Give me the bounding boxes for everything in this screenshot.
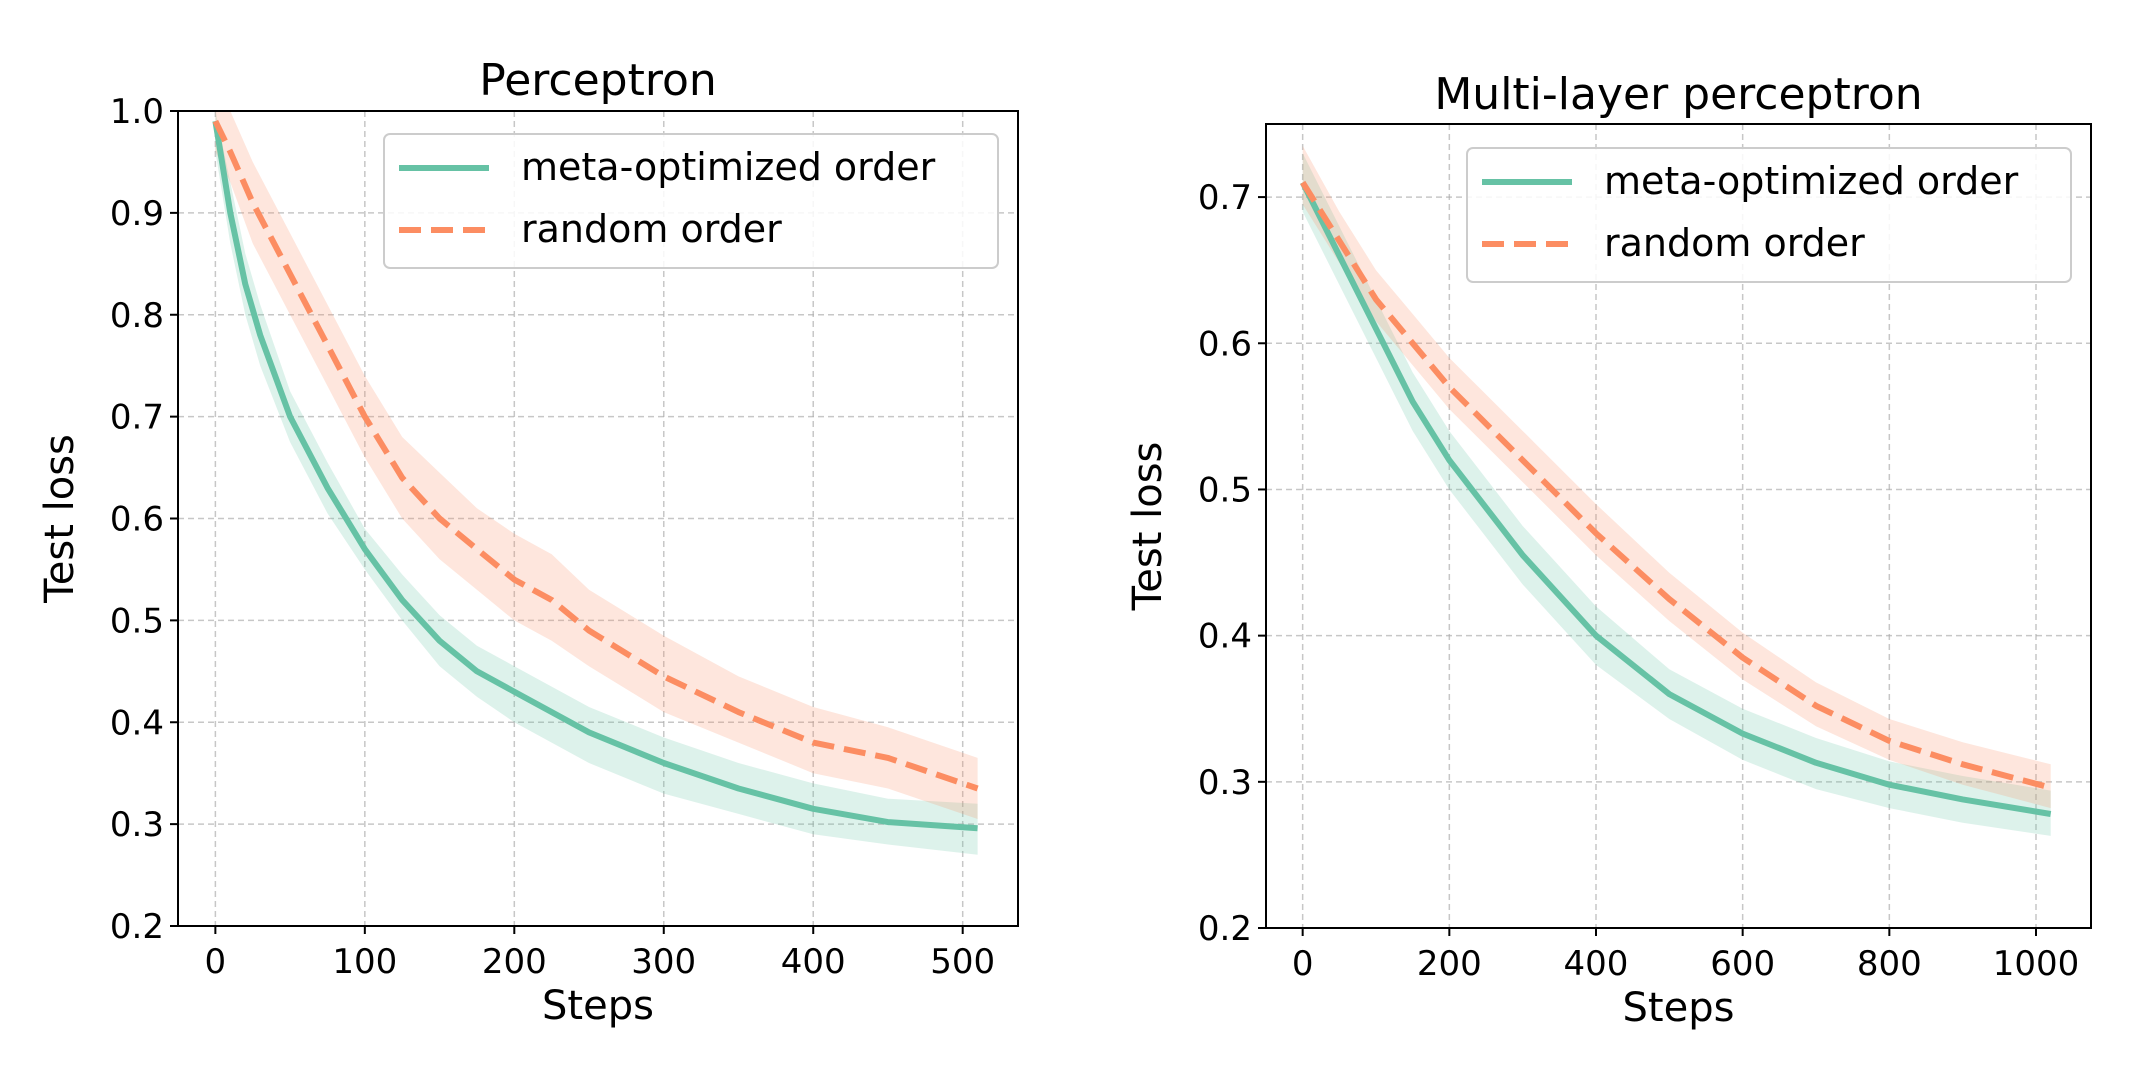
x-tick-label: 100 xyxy=(332,942,397,982)
y-tick-label: 0.3 xyxy=(1198,763,1252,803)
y-tick-label: 0.3 xyxy=(110,805,164,845)
y-tick-label: 0.4 xyxy=(1198,617,1252,657)
y-tick-label: 0.2 xyxy=(1198,909,1252,949)
chart-title: Perceptron xyxy=(479,55,717,106)
plot-area xyxy=(212,111,979,855)
x-tick-label: 300 xyxy=(631,942,696,982)
y-tick-label: 0.6 xyxy=(110,500,164,540)
y-tick-label: 0.9 xyxy=(110,194,164,234)
y-tick-label: 0.7 xyxy=(110,398,164,438)
legend-box xyxy=(1466,147,2072,283)
legend: meta-optimized order random order xyxy=(383,133,999,269)
x-tick-label: 400 xyxy=(781,942,846,982)
chart-panel-1: 0 200 400 600 800 1000 0.2 0.3 0.4 0.5 0.6 0.7 Multi… xyxy=(1125,69,2092,1031)
y-tick-label: 0.7 xyxy=(1198,178,1252,218)
legend-box xyxy=(383,133,999,269)
y-tick-label: 0.5 xyxy=(1198,470,1252,510)
y-tick-label: 0.2 xyxy=(110,907,164,947)
x-tick-label: 200 xyxy=(482,942,547,982)
legend: meta-optimized order random order xyxy=(1466,147,2072,283)
x-axis-label: Steps xyxy=(542,983,654,1029)
series-line-1 xyxy=(1300,180,2052,791)
x-tick-label: 400 xyxy=(1564,944,1629,984)
y-tick-label: 0.5 xyxy=(110,601,164,641)
y-tick-label: 0.6 xyxy=(1198,324,1252,364)
y-tick-label: 1.0 xyxy=(110,92,164,132)
series-line-1 xyxy=(212,119,979,792)
y-tick-label: 0.8 xyxy=(110,296,164,336)
legend-label-1: random order xyxy=(521,207,782,251)
legend-label-0: meta-optimized order xyxy=(1604,159,2019,203)
series-band-1 xyxy=(215,111,978,819)
plot-area xyxy=(1300,145,2052,836)
axes-frame xyxy=(1265,123,2092,929)
x-tick-label: 600 xyxy=(1710,944,1775,984)
x-tick-label: 0 xyxy=(205,942,227,982)
x-axis-label: Steps xyxy=(1623,985,1735,1031)
x-tick-label: 1000 xyxy=(1993,944,2080,984)
y-tick-label: 0.4 xyxy=(110,703,164,743)
x-tick-label: 0 xyxy=(1292,944,1314,984)
y-axis-label: Test loss xyxy=(1125,442,1171,612)
legend-label-0: meta-optimized order xyxy=(521,145,936,189)
x-tick-label: 500 xyxy=(930,942,995,982)
series-line-0 xyxy=(212,120,978,832)
series-line-0 xyxy=(1300,181,2052,817)
chart-title: Multi-layer perceptron xyxy=(1434,69,1922,120)
legend-label-1: random order xyxy=(1604,221,1865,265)
x-tick-label: 200 xyxy=(1417,944,1482,984)
y-axis-label: Test loss xyxy=(37,434,83,604)
x-tick-label: 800 xyxy=(1857,944,1922,984)
chart-panel-0: 0 100 200 300 400 500 0.2 0.3 0.4 0.5 0.6 0.7 0.8 0.9… xyxy=(37,55,1019,1029)
